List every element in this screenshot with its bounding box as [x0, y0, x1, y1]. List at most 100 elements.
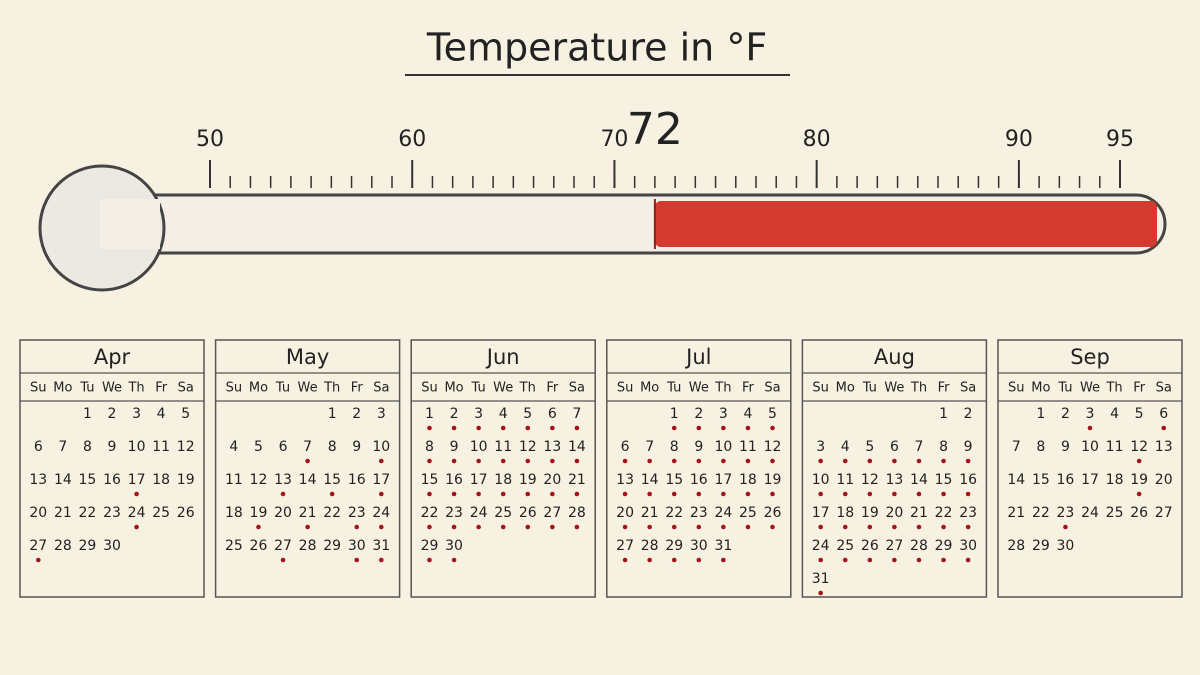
day: 21	[1007, 505, 1025, 521]
day: 26	[764, 505, 782, 521]
day-dot	[916, 524, 922, 530]
weekday: Mo	[249, 381, 268, 396]
day-dot	[451, 425, 457, 431]
day: 30	[348, 538, 366, 554]
day: 12	[1130, 439, 1148, 455]
day-dot	[476, 458, 481, 464]
month-name: Jul	[684, 345, 711, 369]
weekday: We	[493, 381, 513, 396]
day-dot	[451, 491, 457, 497]
day-dot	[770, 491, 775, 497]
day-dot	[451, 524, 457, 530]
month-name: Jun	[485, 345, 520, 369]
day: 29	[665, 538, 683, 554]
day: 3	[719, 406, 728, 422]
scale-label: 80	[803, 127, 831, 152]
day-dot	[721, 524, 726, 530]
day: 9	[694, 439, 703, 455]
day-dot	[305, 524, 310, 530]
day-dot	[35, 557, 41, 563]
day: 25	[739, 505, 757, 521]
title: Temperature in °F	[426, 26, 767, 70]
day: 1	[328, 406, 337, 422]
weekday: Mo	[53, 381, 72, 396]
day-dot	[892, 458, 897, 464]
day: 25	[836, 538, 854, 554]
day: 15	[1032, 472, 1050, 488]
day-dot	[256, 524, 261, 530]
day: 20	[274, 505, 292, 521]
weekday: Sa	[764, 381, 780, 396]
day-dot	[892, 524, 897, 530]
day: 26	[177, 505, 195, 521]
day-dot	[842, 557, 848, 563]
day: 29	[323, 538, 341, 554]
day-dot	[1087, 425, 1093, 431]
bulb-neck	[100, 199, 160, 249]
day: 2	[964, 406, 973, 422]
day-dot	[721, 557, 726, 563]
day-dot	[696, 524, 702, 530]
day: 21	[641, 505, 659, 521]
weekday: Th	[714, 381, 731, 396]
weekday: Th	[323, 381, 340, 396]
day-dot	[867, 524, 873, 530]
weekday: We	[689, 381, 709, 396]
day-dot	[770, 524, 775, 530]
day-dot	[525, 425, 531, 431]
weekday: Sa	[569, 381, 585, 396]
day: 28	[299, 538, 317, 554]
day: 24	[470, 505, 488, 521]
day: 14	[54, 472, 72, 488]
day-dot	[1136, 458, 1142, 464]
day: 9	[450, 439, 459, 455]
day: 24	[372, 505, 390, 521]
weekday: Tu	[275, 381, 290, 396]
day: 16	[445, 472, 463, 488]
day-dot	[867, 458, 873, 464]
day-dot	[354, 557, 360, 563]
day-dot	[379, 557, 384, 563]
day: 10	[128, 439, 146, 455]
day: 16	[348, 472, 366, 488]
weekday: Tu	[666, 381, 681, 396]
day: 17	[1081, 472, 1099, 488]
day: 4	[499, 406, 508, 422]
day: 15	[79, 472, 97, 488]
day: 17	[812, 505, 830, 521]
day-dot	[941, 524, 946, 530]
day: 8	[670, 439, 679, 455]
day-dot	[550, 425, 555, 431]
day-dot	[965, 524, 971, 530]
weekday: Fr	[742, 381, 755, 396]
day-dot	[525, 491, 531, 497]
day: 29	[79, 538, 97, 554]
day: 4	[1110, 406, 1119, 422]
day: 21	[910, 505, 928, 521]
day: 13	[885, 472, 903, 488]
scale-label: 50	[196, 127, 224, 152]
day: 7	[58, 439, 67, 455]
day: 22	[935, 505, 953, 521]
day-dot	[379, 491, 384, 497]
weekday: Tu	[1057, 381, 1072, 396]
day-dot	[647, 491, 652, 497]
day: 13	[616, 472, 634, 488]
day: 14	[910, 472, 928, 488]
day: 25	[152, 505, 170, 521]
day: 26	[861, 538, 879, 554]
day: 20	[885, 505, 903, 521]
day: 23	[348, 505, 366, 521]
weekday: Mo	[1031, 381, 1050, 396]
day: 10	[470, 439, 488, 455]
day-dot	[941, 458, 946, 464]
day: 21	[54, 505, 72, 521]
day: 29	[421, 538, 439, 554]
day-dot	[500, 491, 506, 497]
day-dot	[721, 491, 726, 497]
day-dot	[476, 491, 481, 497]
day: 10	[812, 472, 830, 488]
day: 10	[372, 439, 390, 455]
day-dot	[379, 458, 384, 464]
day-dot	[916, 458, 922, 464]
